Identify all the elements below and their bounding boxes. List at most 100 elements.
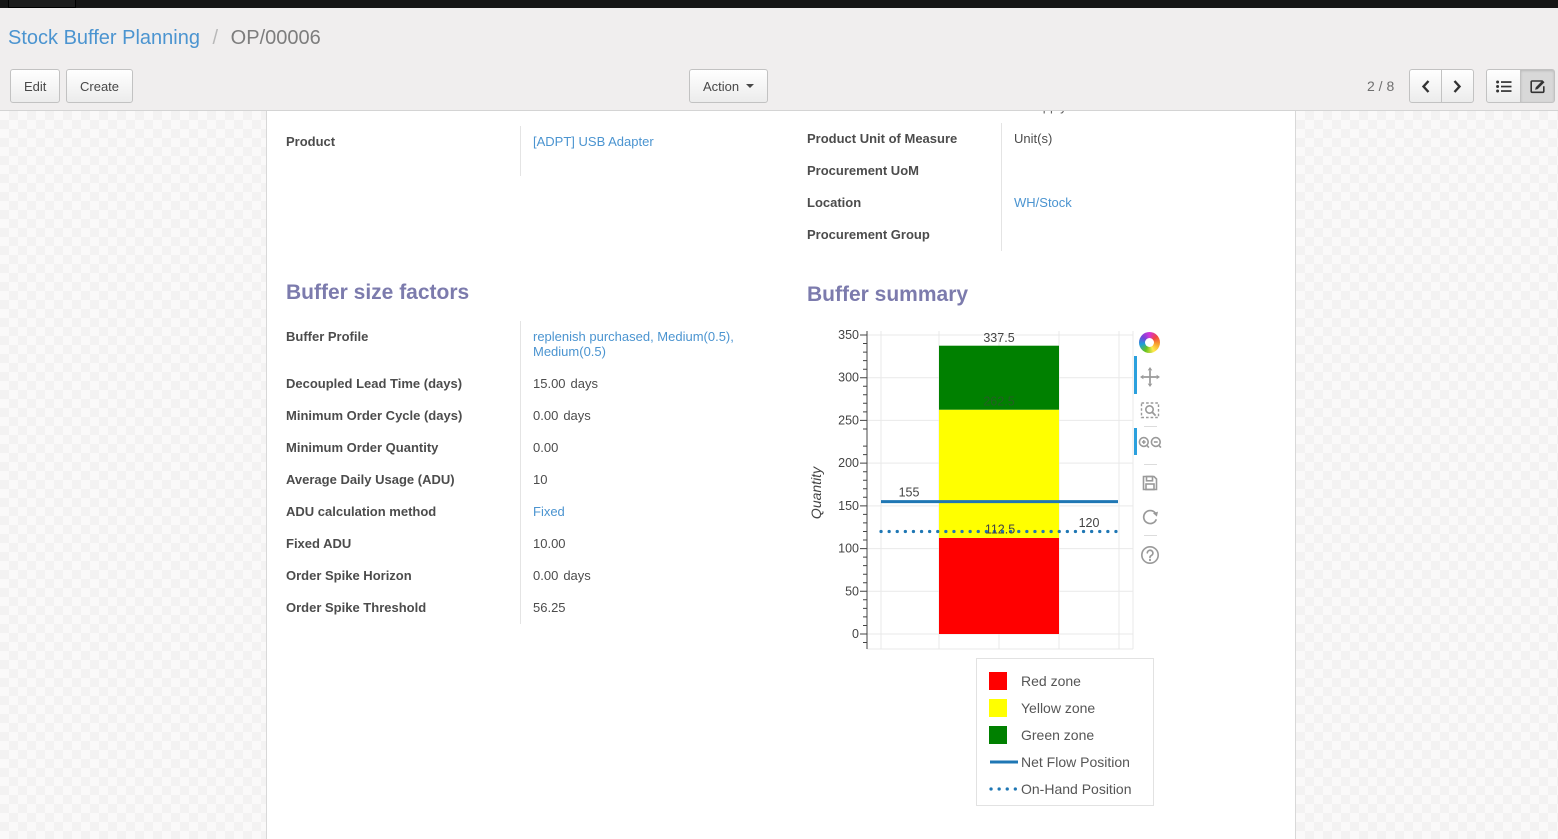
field-row-min-order-qty: Minimum Order Quantity 0.00 [286, 432, 791, 464]
product-group-left: Product [ADPT] USB Adapter [286, 126, 786, 176]
form-sheet: supply Product [ADPT] USB Adapter Produc… [266, 111, 1296, 839]
modebar-separator [1144, 464, 1157, 465]
legend-item-net-flow[interactable]: Net Flow Position [989, 748, 1153, 775]
help-icon[interactable] [1139, 544, 1161, 571]
chevron-down-icon [746, 84, 755, 88]
yellow-top-label: 262.5 [983, 395, 1014, 409]
field-row-procurement-uom: Procurement UoM [807, 155, 1277, 187]
unit-suffix: days [563, 568, 591, 583]
field-value: 56.25 [520, 592, 791, 624]
on-hand-line-swatch [989, 786, 1021, 792]
edit-form-icon [1530, 80, 1545, 94]
buffer-summary-chart[interactable]: 0 50 100 150 200 250 300 350 337.5 [807, 325, 1179, 665]
field-value: 0.00 days [520, 400, 791, 432]
field-label: Product Unit of Measure [807, 131, 958, 146]
chart-data-labels: 337.5 262.5 155 112.5 120 [899, 331, 1100, 537]
field-label: Product [286, 134, 336, 149]
net-flow-label: 155 [899, 486, 920, 500]
field-label: Decoupled Lead Time (days) [286, 376, 463, 391]
field-value: WH/Stock [1001, 187, 1277, 219]
field-label: Average Daily Usage (ADU) [286, 472, 455, 487]
pan-icon[interactable] [1139, 366, 1161, 393]
location-link[interactable]: WH/Stock [1014, 195, 1072, 210]
field-row-buffer-profile: Buffer Profile replenish purchased, Medi… [286, 321, 791, 368]
plotly-logo-icon[interactable] [1139, 332, 1160, 353]
previous-page-button[interactable] [1409, 69, 1442, 103]
breadcrumb-separator: / [212, 27, 219, 49]
breadcrumb-parent-link[interactable]: Stock Buffer Planning [8, 27, 200, 49]
field-label: ADU calculation method [286, 504, 437, 519]
field-label: Order Spike Horizon [286, 568, 412, 583]
buffer-summary-heading: Buffer summary [807, 283, 969, 306]
modebar-separator [1144, 426, 1157, 427]
zoom-in-out-icon[interactable] [1137, 433, 1163, 460]
svg-text:150: 150 [838, 499, 859, 513]
svg-text:200: 200 [838, 456, 859, 470]
unit-suffix: days [570, 376, 599, 391]
action-dropdown-button[interactable]: Action [689, 69, 769, 103]
chevron-left-icon [1421, 79, 1430, 93]
reset-axes-icon[interactable] [1139, 507, 1161, 534]
list-icon [1496, 80, 1512, 92]
field-row-fixed-adu: Fixed ADU 10.00 [286, 528, 791, 560]
legend-item-yellow-zone[interactable]: Yellow zone [989, 694, 1153, 721]
clipped-row-fragment: supply [1029, 111, 1067, 114]
control-panel: Stock Buffer Planning / OP/00006 Edit Cr… [0, 8, 1558, 111]
field-label: Procurement Group [807, 227, 930, 242]
field-label: Procurement UoM [807, 163, 919, 178]
edit-button[interactable]: Edit [10, 69, 61, 103]
pager-buttons [1409, 69, 1474, 103]
field-label: Order Spike Threshold [286, 600, 427, 615]
field-value: 10.00 [520, 528, 791, 560]
y-tick-labels: 0 50 100 150 200 250 300 350 [838, 328, 859, 641]
topbar-tab [8, 0, 76, 8]
chevron-right-icon [1453, 79, 1462, 93]
legend-item-green-zone[interactable]: Green zone [989, 721, 1153, 748]
field-value: 0.00 days [520, 560, 791, 592]
save-image-icon[interactable] [1139, 472, 1161, 499]
next-page-button[interactable] [1441, 69, 1474, 103]
on-hand-label: 120 [1079, 516, 1100, 530]
field-value: 15.00 days [520, 368, 791, 400]
buffer-profile-link[interactable]: replenish purchased, Medium(0.5), Medium… [533, 329, 734, 359]
field-label: Minimum Order Cycle (days) [286, 408, 463, 423]
chart-legend: Red zone Yellow zone Green zone Net Flow… [976, 658, 1154, 806]
svg-text:350: 350 [838, 328, 859, 342]
breadcrumb: Stock Buffer Planning / OP/00006 [8, 27, 321, 50]
field-row-min-order-cycle: Minimum Order Cycle (days) 0.00 days [286, 400, 791, 432]
green-top-label: 337.5 [983, 331, 1014, 345]
red-zone-bar [939, 537, 1059, 634]
modebar-indicator [1134, 428, 1137, 455]
form-view-button[interactable] [1520, 69, 1555, 103]
field-label: Fixed ADU [286, 536, 352, 551]
legend-item-red-zone[interactable]: Red zone [989, 667, 1153, 694]
list-view-button[interactable] [1486, 69, 1521, 103]
chart-canvas[interactable]: 0 50 100 150 200 250 300 350 337.5 [807, 325, 1179, 660]
field-label: Minimum Order Quantity [286, 440, 439, 455]
box-zoom-icon[interactable] [1139, 399, 1161, 426]
legend-item-on-hand[interactable]: On-Hand Position [989, 775, 1153, 802]
unit-suffix: days [563, 408, 591, 423]
buffer-size-factors-heading: Buffer size factors [286, 281, 470, 304]
view-switcher [1486, 69, 1555, 103]
field-value: Unit(s) [1001, 123, 1277, 155]
svg-text:300: 300 [838, 371, 859, 385]
adu-method-link[interactable]: Fixed [533, 504, 565, 519]
field-value: replenish purchased, Medium(0.5), Medium… [520, 321, 785, 368]
field-row-spike-horizon: Order Spike Horizon 0.00 days [286, 560, 791, 592]
content-area: supply Product [ADPT] USB Adapter Produc… [0, 111, 1558, 839]
field-row-adu-method: ADU calculation method Fixed [286, 496, 791, 528]
product-link[interactable]: [ADPT] USB Adapter [533, 134, 654, 149]
svg-text:50: 50 [845, 584, 859, 598]
yellow-zone-bar [939, 409, 1059, 538]
field-row-dlt: Decoupled Lead Time (days) 15.00 days [286, 368, 791, 400]
field-row-location: Location WH/Stock [807, 187, 1277, 219]
field-row-product-uom: Product Unit of Measure Unit(s) [807, 123, 1277, 155]
top-navbar [0, 0, 1558, 8]
create-button[interactable]: Create [66, 69, 134, 103]
field-label: Buffer Profile [286, 329, 369, 344]
field-value [1001, 155, 1277, 187]
field-value: 0.00 [520, 432, 791, 464]
y-axis [860, 331, 868, 649]
